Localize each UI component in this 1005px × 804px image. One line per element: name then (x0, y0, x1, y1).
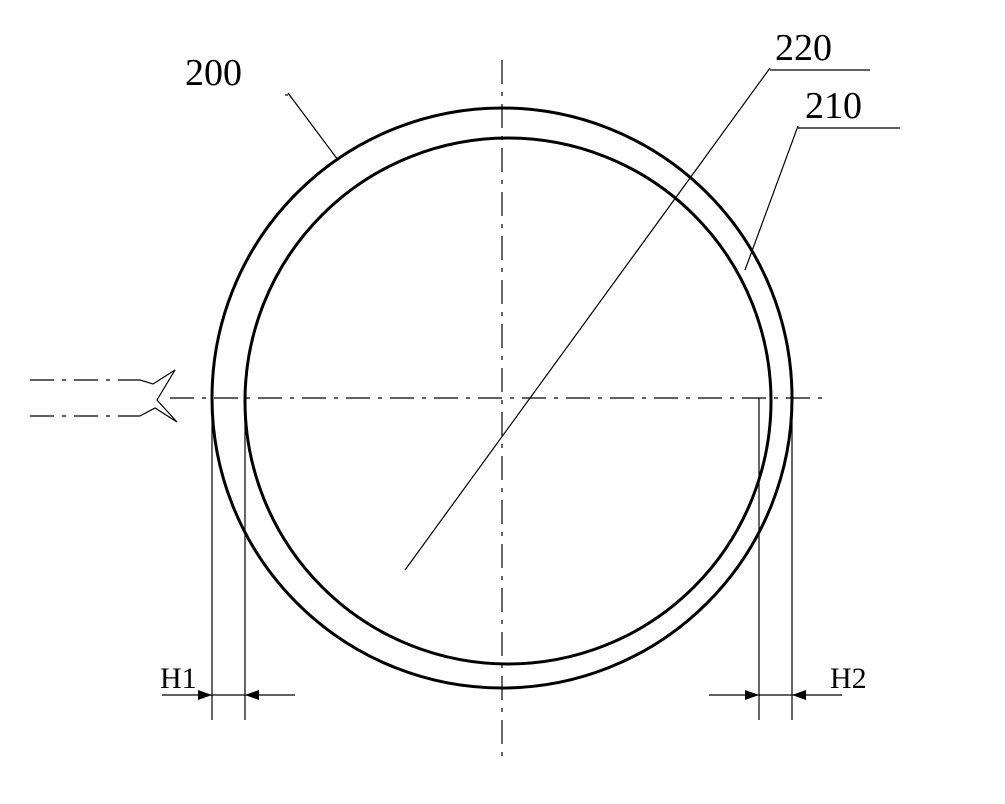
leader-lines: 200 220 210 (185, 27, 900, 570)
svg-text:200: 200 (185, 52, 242, 94)
svg-text:H1: H1 (160, 662, 197, 695)
svg-text:220: 220 (775, 27, 832, 69)
svg-text:H2: H2 (830, 662, 867, 695)
diagram-canvas: 200 220 210 H1 H2 (0, 0, 1005, 804)
section-reference-mark (30, 370, 177, 422)
svg-text:210: 210 (805, 85, 862, 127)
dimension-h1: H1 (160, 398, 295, 720)
inner-circle (245, 138, 771, 664)
